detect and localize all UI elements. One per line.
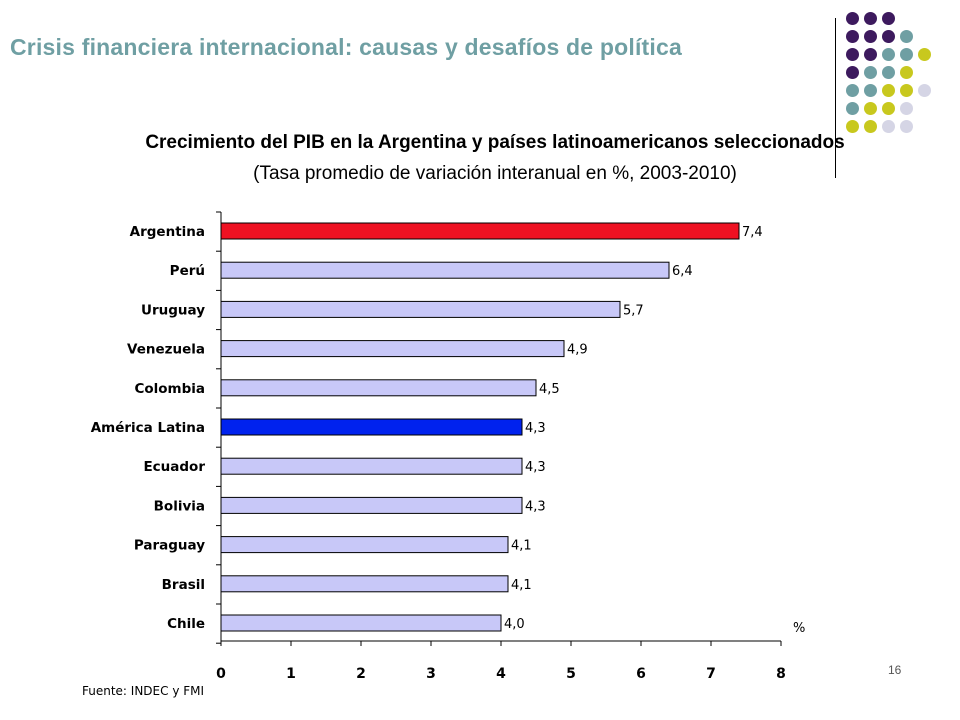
value-label: 4,3 [525,499,546,514]
x-tick-label: 0 [216,666,226,682]
page-number: 16 [888,663,902,677]
decorative-dot [864,120,877,133]
value-label: 4,5 [539,382,560,397]
y-axis-ticks [216,211,221,644]
decorative-dot [846,12,859,25]
value-label: 5,7 [623,303,644,318]
bar [220,222,740,240]
decorative-dot [864,66,877,79]
x-tick-label: 3 [426,666,436,682]
decorative-dot [864,12,877,25]
value-label: 4,1 [511,539,532,554]
x-axis-ticks: 0 1 2 3 4 5 6 7 8 [216,641,786,682]
bar [220,379,537,397]
bar [220,575,509,593]
decorative-dot [864,102,877,115]
bar-group: Argentina 7,4 Perú 6,4 Uruguay 5,7 Venezuela 4,… [91,222,763,632]
decorative-dot [900,48,913,61]
decorative-dot [882,84,895,97]
decorative-dot [882,120,895,133]
x-tick-label: 1 [286,666,296,682]
category-label: Chile [167,616,205,632]
decorative-dot [846,48,859,61]
bar [220,496,523,514]
bar [220,614,502,632]
slide-title: Crisis financiera internacional: causas … [10,34,682,60]
category-label: América Latina [91,420,205,436]
decorative-dot [864,30,877,43]
value-label: 4,0 [504,617,525,632]
bar [220,340,565,358]
category-label: Venezuela [127,342,205,358]
decorative-dot [918,84,931,97]
value-label: 4,1 [511,578,532,593]
x-tick-label: 8 [776,666,786,682]
category-label: Argentina [130,224,205,240]
decorative-dot [882,48,895,61]
bar [220,261,670,279]
decorative-dot [882,66,895,79]
decorative-dot [882,12,895,25]
decorative-dot [864,84,877,97]
chart-subtitle: (Tasa promedio de variación interanual e… [253,163,737,184]
value-label: 4,3 [525,421,546,436]
x-tick-label: 6 [636,666,646,682]
x-tick-label: 2 [356,666,366,682]
decorative-dot [846,102,859,115]
unit-label: % [793,621,805,636]
decorative-dot [846,30,859,43]
value-label: 4,9 [567,343,588,358]
source-note: Fuente: INDEC y FMI [82,684,205,698]
decorative-dot [846,84,859,97]
decorative-dot [900,66,913,79]
decorative-dot [882,30,895,43]
value-label: 6,4 [672,264,693,279]
x-tick-label: 7 [706,666,716,682]
category-label: Bolivia [154,498,205,514]
x-tick-label: 5 [566,666,576,682]
category-label: Paraguay [134,538,205,554]
bar [220,457,523,475]
decorative-dot [846,66,859,79]
bar [220,300,621,318]
value-label: 7,4 [742,225,763,240]
category-label: Uruguay [141,302,205,318]
decorative-dot [900,102,913,115]
category-label: Ecuador [143,459,205,475]
bar [220,418,523,436]
chart-title: Crecimiento del PIB en la Argentina y pa… [145,132,845,153]
category-label: Perú [170,263,205,279]
decorative-dot [918,48,931,61]
title-divider-line [835,18,836,178]
decorative-dot [882,102,895,115]
category-label: Brasil [162,577,205,593]
decorative-dot [900,30,913,43]
category-label: Colombia [134,381,205,397]
decorative-dot [900,120,913,133]
decorative-dot [864,48,877,61]
bar [220,536,509,554]
x-tick-label: 4 [496,666,506,682]
decorative-dot [900,84,913,97]
value-label: 4,3 [525,460,546,475]
decorative-dot [846,120,859,133]
